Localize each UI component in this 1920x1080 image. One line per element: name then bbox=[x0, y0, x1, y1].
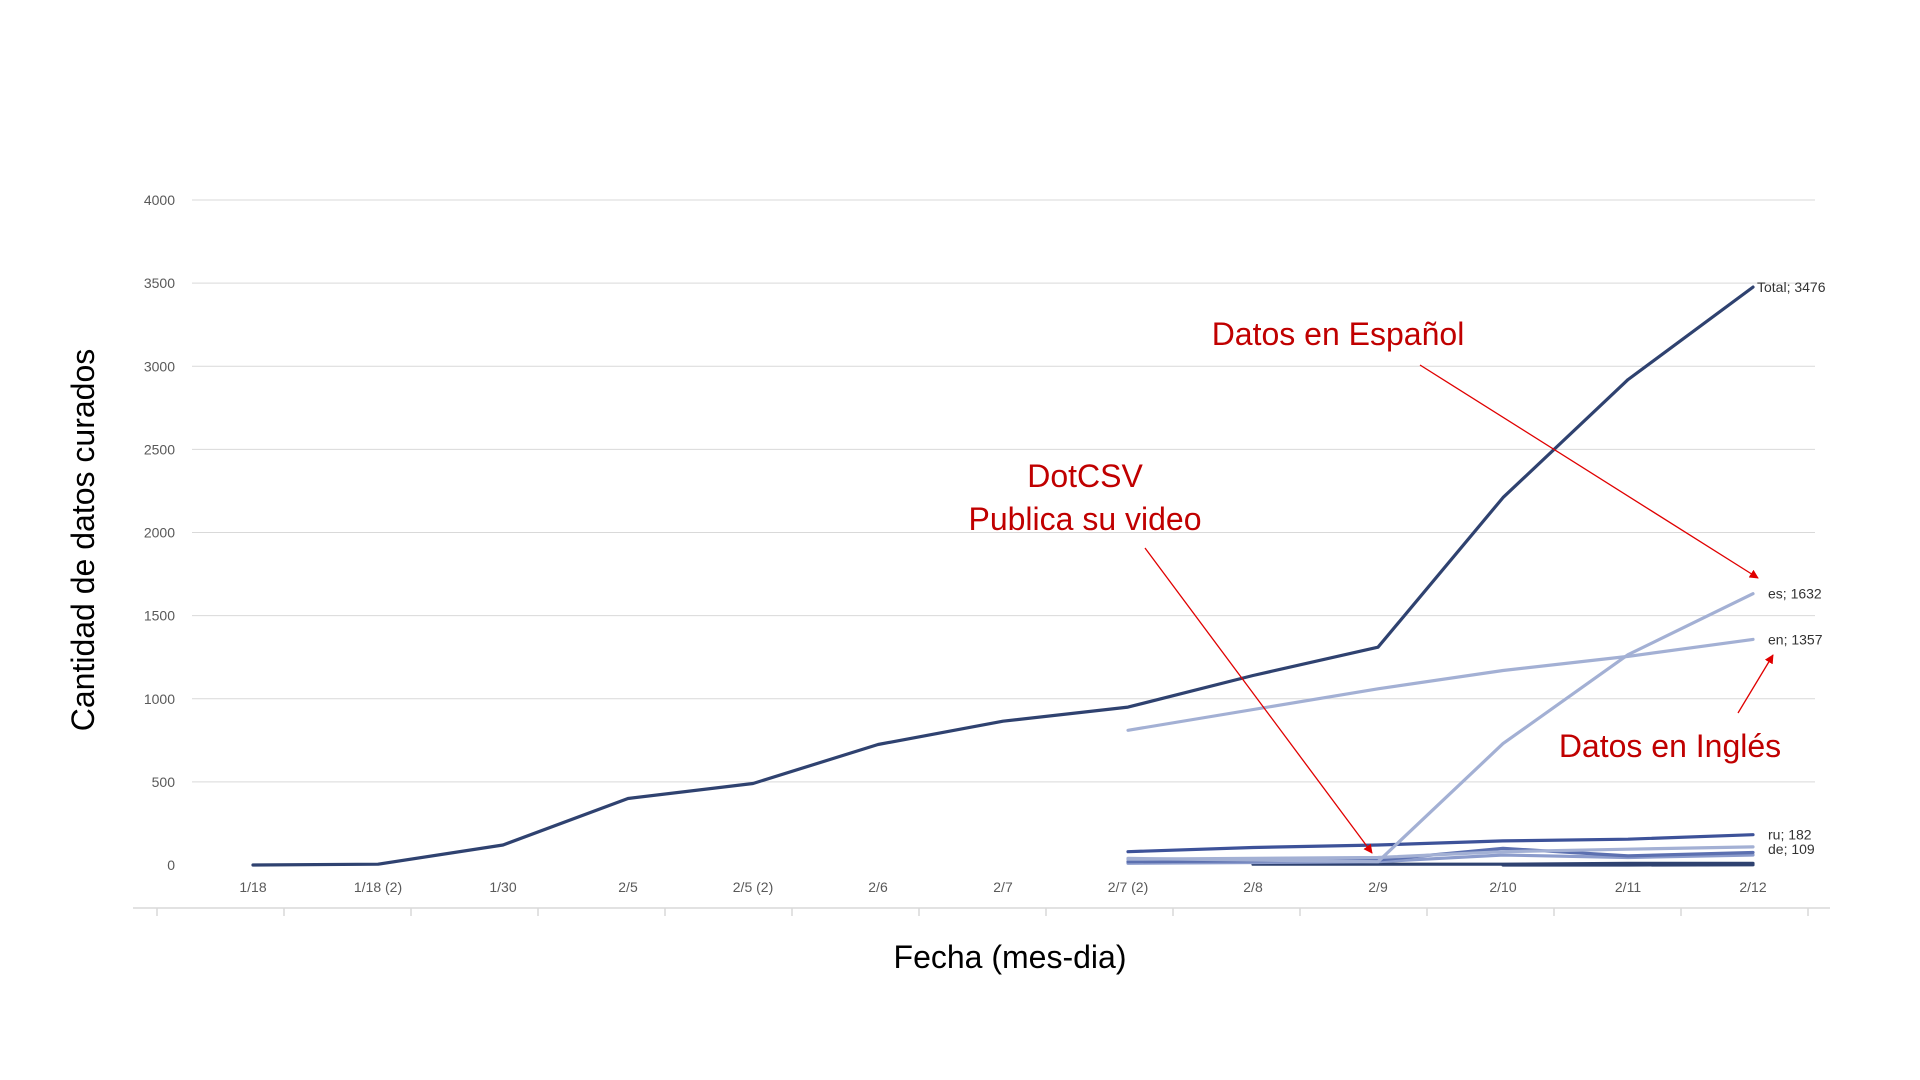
x-tick-label: 2/6 bbox=[868, 879, 888, 895]
series-end-label: es; 1632 bbox=[1768, 586, 1822, 602]
x-tick-label: 2/7 bbox=[993, 879, 1013, 895]
x-tick-label: 2/12 bbox=[1739, 879, 1766, 895]
gridlines bbox=[192, 199, 1815, 783]
x-tick-label: 1/18 bbox=[239, 879, 266, 895]
x-tick-label: 1/18 (2) bbox=[354, 879, 402, 895]
x-axis-title: Fecha (mes-dia) bbox=[894, 939, 1127, 975]
annotation-text: Datos en Español bbox=[1212, 316, 1465, 352]
annotation-arrow bbox=[1144, 547, 1373, 854]
x-tick-label: 2/8 bbox=[1243, 879, 1263, 895]
y-tick-label: 1000 bbox=[144, 691, 175, 707]
x-tick-label: 2/5 bbox=[618, 879, 638, 895]
y-tick-label: 3000 bbox=[144, 358, 175, 374]
series-line-es bbox=[1126, 592, 1755, 864]
x-tick-label: 2/10 bbox=[1489, 879, 1516, 895]
series-line-ru bbox=[1126, 833, 1755, 854]
x-tick-label: 2/11 bbox=[1615, 879, 1641, 895]
annotation-text: Datos en Inglés bbox=[1559, 728, 1781, 764]
y-tick-label: 2000 bbox=[144, 525, 175, 541]
x-tick-label: 2/7 (2) bbox=[1108, 879, 1148, 895]
y-tick-label: 1500 bbox=[144, 608, 175, 624]
y-tick-label: 2500 bbox=[144, 441, 175, 457]
annotation-text: Publica su video bbox=[968, 501, 1201, 537]
x-tick-label: 2/5 (2) bbox=[733, 879, 773, 895]
annotation-text: DotCSV bbox=[1027, 458, 1143, 494]
series-line bbox=[1251, 861, 1755, 866]
series-line bbox=[1126, 853, 1755, 865]
series-line-en bbox=[1126, 637, 1755, 732]
y-tick-label: 500 bbox=[152, 774, 176, 790]
x-tick-label: 1/30 bbox=[489, 879, 516, 895]
annotation-arrow bbox=[1737, 654, 1774, 714]
annotation-texts: Datos en Español DotCSV Publica su video Da… bbox=[968, 316, 1781, 764]
y-tick-label: 3500 bbox=[144, 275, 175, 291]
series-end-label: en; 1357 bbox=[1768, 631, 1823, 647]
y-tick-label: 0 bbox=[167, 857, 175, 873]
series-lines bbox=[251, 285, 1755, 867]
x-axis-ticks: 1/18 1/18 (2) 1/30 2/5 2/5 (2) 2/6 2/7 2/7 (2) 2… bbox=[239, 879, 1766, 895]
series-end-label: de; 109 bbox=[1768, 841, 1815, 857]
series-end-label: Total; 3476 bbox=[1757, 279, 1826, 295]
annotation-arrow bbox=[1419, 364, 1759, 579]
annotation-arrows bbox=[1144, 364, 1774, 854]
series-end-label: ru; 182 bbox=[1768, 827, 1812, 843]
y-tick-label: 4000 bbox=[144, 192, 175, 208]
x-tick-label: 2/9 bbox=[1368, 879, 1388, 895]
y-axis-ticks: 0 500 1000 1500 2000 2500 3000 3500 4000 bbox=[144, 192, 175, 873]
series-line-total bbox=[251, 285, 1755, 867]
x-axis bbox=[133, 907, 1830, 916]
y-axis-title: Cantidad de datos curados bbox=[65, 349, 101, 731]
